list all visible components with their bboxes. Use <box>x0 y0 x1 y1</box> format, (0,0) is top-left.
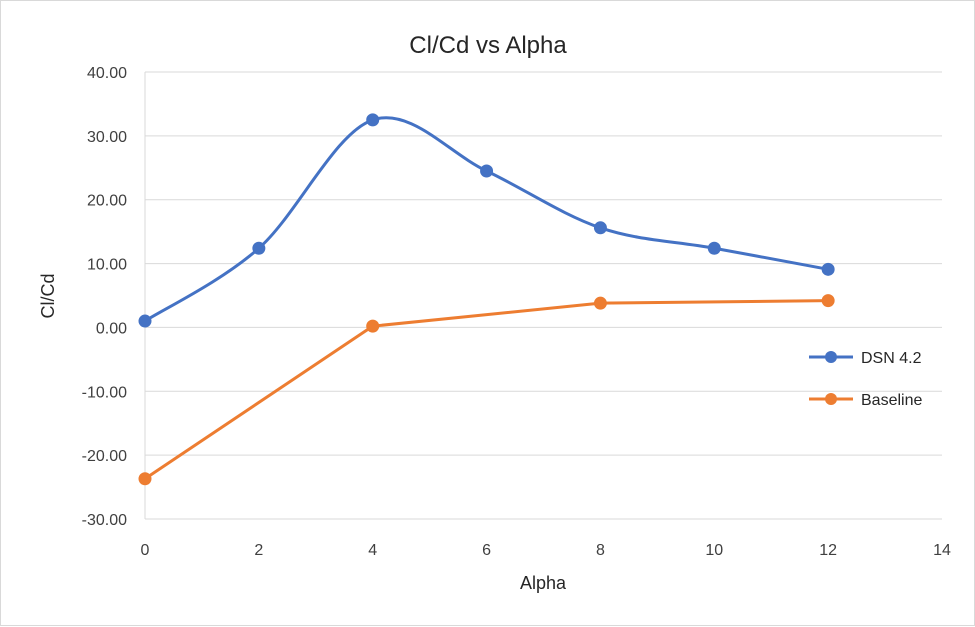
data-point <box>366 113 380 127</box>
data-point <box>138 472 152 486</box>
x-tick-label: 6 <box>482 542 491 559</box>
legend-swatch-marker <box>825 393 837 405</box>
x-tick-label: 8 <box>596 542 605 559</box>
series-line-dsn-4-2 <box>143 116 830 323</box>
chart-title: Cl/Cd vs Alpha <box>409 32 567 59</box>
x-tick-label: 2 <box>254 542 263 559</box>
data-point <box>138 314 152 328</box>
data-point <box>821 294 835 308</box>
x-axis-title: Alpha <box>520 573 567 593</box>
legend: DSN 4.2 Baseline <box>809 350 922 409</box>
data-point <box>821 262 835 276</box>
y-tick-label: 10.00 <box>87 257 127 274</box>
series-group <box>138 113 835 486</box>
x-axis-ticks: 0 2 4 6 8 10 12 14 <box>141 542 951 559</box>
y-tick-label: 30.00 <box>87 129 127 146</box>
y-axis-title: Cl/Cd <box>38 273 58 318</box>
x-tick-label: 14 <box>933 542 951 559</box>
data-point <box>593 296 607 310</box>
legend-swatch-marker <box>825 351 837 363</box>
data-point <box>593 221 607 235</box>
y-tick-label: 20.00 <box>87 193 127 210</box>
y-tick-label: 40.00 <box>87 65 127 82</box>
series-line-baseline <box>143 299 830 481</box>
y-tick-label: -10.00 <box>82 384 127 401</box>
data-point <box>252 241 266 255</box>
legend-label: DSN 4.2 <box>861 350 922 367</box>
x-tick-label: 10 <box>705 542 723 559</box>
y-tick-label: -30.00 <box>82 512 127 529</box>
legend-label: Baseline <box>861 392 922 409</box>
x-tick-label: 0 <box>141 542 150 559</box>
x-tick-label: 4 <box>368 542 377 559</box>
data-point <box>480 164 494 178</box>
y-axis-ticks: 40.00 30.00 20.00 10.00 0.00 -10.00 -20.00 -30.… <box>82 65 127 529</box>
data-point <box>707 241 721 255</box>
y-tick-label: 0.00 <box>96 320 127 337</box>
data-point <box>366 319 380 333</box>
y-tick-label: -20.00 <box>82 448 127 465</box>
x-tick-label: 12 <box>819 542 837 559</box>
gridlines <box>144 71 942 520</box>
